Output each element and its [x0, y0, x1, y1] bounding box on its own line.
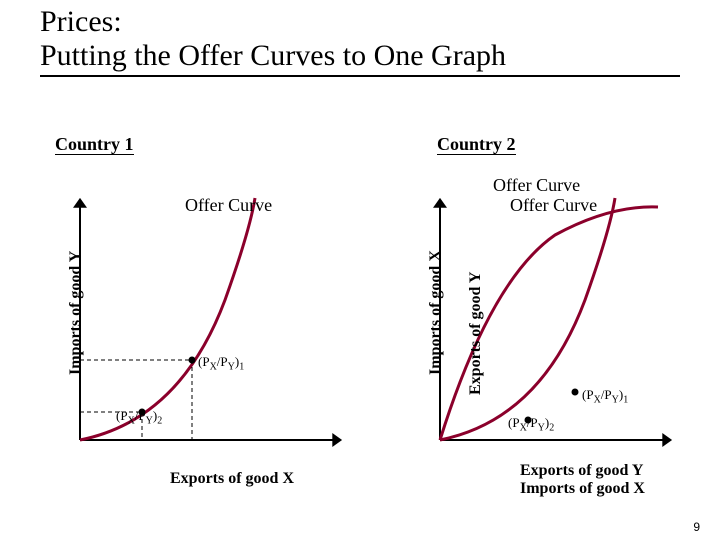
right-offer-curve-label-2: Offer Curve: [510, 195, 597, 216]
right-y-axis-right-label: Exports of good Y: [467, 272, 485, 395]
right-x-axis-label-1: Exports of good Y: [520, 462, 643, 480]
right-p2-label: (PX/PY)2: [508, 415, 554, 434]
right-x-axis-label-2: Imports of good X: [520, 480, 645, 498]
chart-country-2: [0, 0, 720, 540]
page-number: 9: [693, 520, 700, 534]
right-p1-label: (PX/PY)1: [582, 387, 628, 406]
right-offer-curve-label-1: Offer Curve: [493, 175, 580, 196]
right-y-axis-left-label: Imports of good X: [427, 250, 445, 375]
